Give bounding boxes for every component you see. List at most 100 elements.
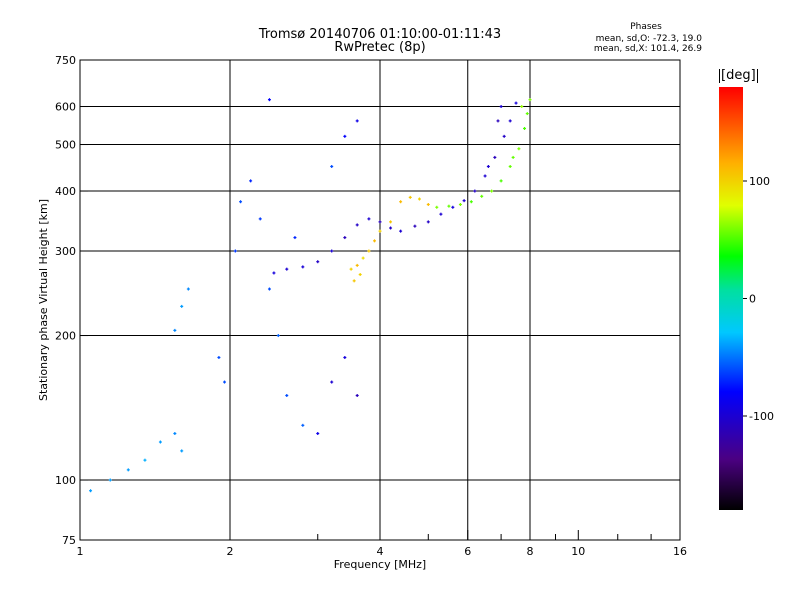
data-point	[408, 195, 412, 199]
data-point	[89, 489, 93, 493]
data-point	[355, 223, 359, 227]
data-point	[458, 202, 462, 206]
data-point	[502, 134, 506, 138]
data-point	[373, 239, 377, 243]
data-point	[301, 265, 305, 269]
y-tick-label: 600	[55, 101, 76, 114]
data-point	[413, 224, 417, 228]
data-point	[285, 267, 289, 271]
data-point	[508, 119, 512, 123]
x-axis-ticks: 1 2 4 6 8 10 16	[77, 530, 687, 558]
data-point	[514, 101, 518, 105]
data-point	[267, 98, 271, 102]
data-point	[143, 458, 147, 462]
data-point	[367, 217, 371, 221]
y-tick-label: 500	[55, 139, 76, 152]
data-point	[508, 164, 512, 168]
x-tick-label: 2	[227, 545, 234, 558]
data-point	[499, 179, 503, 183]
colorbar	[719, 87, 743, 510]
data-point	[496, 119, 500, 123]
data-point	[355, 394, 359, 398]
data-point	[330, 164, 334, 168]
data-point	[520, 105, 524, 109]
data-point	[426, 202, 430, 206]
x-axis-label: Frequency [MHz]	[334, 558, 426, 571]
x-tick-label: 6	[464, 545, 471, 558]
data-point	[217, 355, 221, 359]
y-tick-label: 200	[55, 330, 76, 343]
y-tick-label: 300	[55, 245, 76, 258]
x-tick-label: 4	[377, 545, 384, 558]
x-tick-label: 1	[77, 545, 84, 558]
data-point	[528, 98, 532, 102]
data-point	[525, 112, 529, 116]
data-point	[469, 200, 473, 204]
data-point	[316, 260, 320, 264]
y-axis-label: Stationary phase Virtual Height [km]	[37, 199, 50, 401]
data-point	[126, 468, 130, 472]
data-point	[473, 189, 477, 193]
data-point	[367, 249, 371, 253]
chart-title-line1: Tromsø 20140706 01:10:00-01:11:43	[258, 27, 502, 42]
data-point	[158, 440, 162, 444]
x-tick-label: 16	[673, 545, 687, 558]
colorbar-tick-label: -100	[749, 410, 774, 423]
data-point	[352, 279, 356, 283]
data-point	[355, 119, 359, 123]
chart-title-line2: RwPretec (8p)	[334, 40, 426, 55]
colorbar-unit-label: [deg]	[719, 68, 758, 83]
data-point	[399, 229, 403, 233]
data-point	[355, 263, 359, 267]
data-point	[223, 380, 227, 384]
data-point	[451, 205, 455, 209]
data-point	[439, 212, 443, 216]
data-point	[180, 304, 184, 308]
data-point	[511, 155, 515, 159]
data-point	[343, 236, 347, 240]
data-point	[293, 236, 297, 240]
data-point	[233, 249, 237, 253]
colorbar-ticks: 100 0 -100	[743, 175, 774, 423]
y-axis-ticks: 75 100 200 300 400 500 600 750	[55, 54, 88, 547]
data-point	[343, 134, 347, 138]
data-point	[426, 220, 430, 224]
data-point	[258, 217, 262, 221]
data-point	[490, 189, 494, 193]
data-point	[285, 394, 289, 398]
stats-x-mode: mean, sd,X: 101.4, 26.9	[593, 44, 702, 54]
data-point	[378, 220, 382, 224]
y-tick-label: 750	[55, 54, 76, 67]
x-tick-label: 10	[571, 545, 585, 558]
colorbar-tick-label: 100	[749, 175, 770, 188]
data-point	[417, 197, 421, 201]
y-tick-label: 400	[55, 185, 76, 198]
data-point	[523, 126, 527, 130]
data-point	[108, 478, 112, 482]
data-point	[301, 423, 305, 427]
data-point	[399, 200, 403, 204]
data-point	[435, 205, 439, 209]
grid-lines	[80, 60, 680, 540]
data-point	[316, 432, 320, 436]
data-point	[462, 199, 466, 203]
data-point	[272, 271, 276, 275]
data-point	[389, 226, 393, 230]
data-point	[361, 256, 365, 260]
data-point	[480, 194, 484, 198]
data-point	[180, 449, 184, 453]
stats-o-mode: mean, sd,O: -72.3, 19.0	[595, 34, 702, 44]
data-point	[276, 334, 280, 338]
colorbar-tick-label: 0	[749, 293, 756, 306]
data-point	[267, 287, 271, 291]
data-point	[173, 328, 177, 332]
data-point	[447, 204, 451, 208]
data-point	[330, 249, 334, 253]
data-point	[343, 355, 347, 359]
y-tick-label: 100	[55, 474, 76, 487]
data-point	[483, 174, 487, 178]
data-point	[349, 267, 353, 271]
data-point	[186, 287, 190, 291]
data-point	[389, 220, 393, 224]
